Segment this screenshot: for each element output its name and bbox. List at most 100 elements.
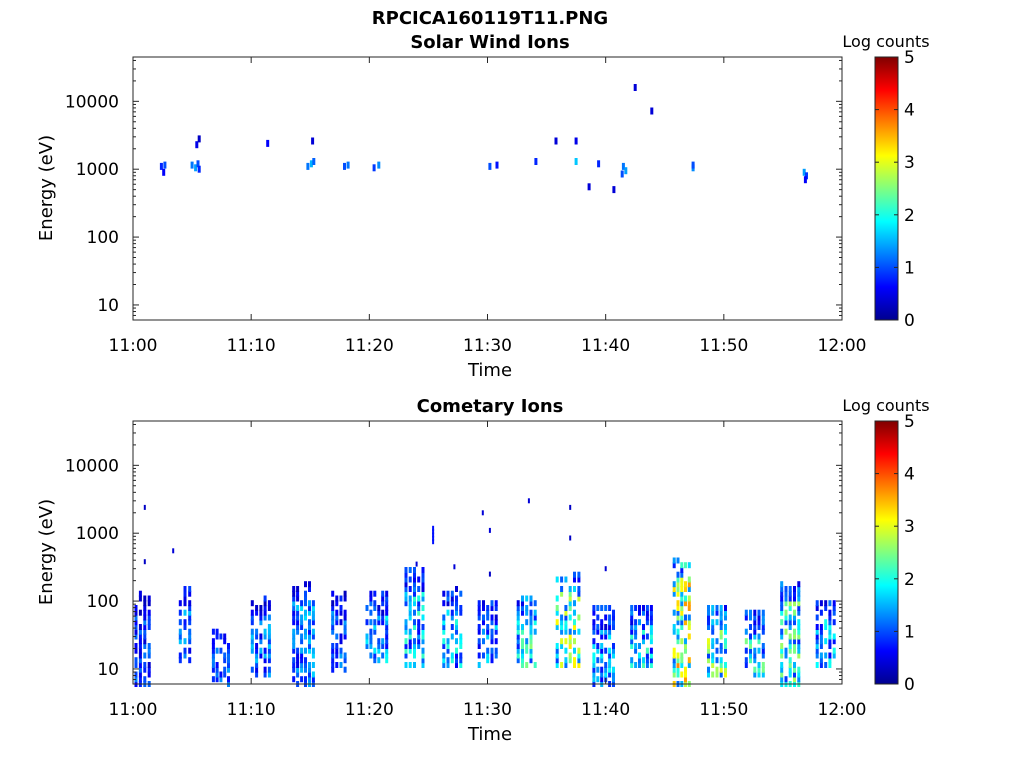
heatmap-cell <box>711 671 715 678</box>
heatmap-cell <box>385 638 389 645</box>
heatmap-cell <box>828 609 832 616</box>
heatmap-cell <box>267 624 271 630</box>
heatmap-cell <box>784 590 788 597</box>
heatmap-cell <box>793 590 796 597</box>
y-tick-label: 100 <box>87 592 119 612</box>
heatmap-cell <box>459 605 463 611</box>
heatmap-cell <box>529 647 533 654</box>
heatmap-cell <box>753 609 757 616</box>
heatmap-cell <box>331 600 335 607</box>
heatmap-cell <box>649 619 653 626</box>
heatmap-cell <box>788 633 792 640</box>
heatmap-cell <box>143 504 146 510</box>
heatmap-cell <box>300 657 304 664</box>
heatmap-cell <box>369 652 373 659</box>
heatmap-cell <box>780 595 784 602</box>
colorbar-tick-label: 2 <box>904 206 915 226</box>
heatmap-cell <box>687 662 691 668</box>
heatmap-cell <box>250 647 254 654</box>
heatmap-cell <box>413 652 416 659</box>
heatmap-cell <box>577 571 581 578</box>
heatmap-cell <box>267 666 271 673</box>
heatmap-cell <box>138 662 142 668</box>
heatmap-cell <box>780 662 784 668</box>
heatmap-cell <box>188 633 192 640</box>
heatmap-cell <box>797 581 801 588</box>
heatmap-cell <box>797 619 801 626</box>
heatmap-cell <box>369 628 373 635</box>
heatmap-cell <box>676 586 680 592</box>
heatmap-cell <box>421 586 425 592</box>
heatmap-cell <box>680 567 684 573</box>
heatmap-cell <box>373 590 377 597</box>
heatmap-cell <box>753 624 757 630</box>
heatmap-cell <box>516 638 520 645</box>
figure-title: RPCICA160119T11.PNG <box>372 8 608 29</box>
heatmap-cell <box>421 595 425 602</box>
heatmap-cell <box>211 647 215 654</box>
heatmap-cell <box>335 647 339 654</box>
heatmap-cell <box>529 609 533 616</box>
heatmap-cell <box>780 671 784 678</box>
heatmap-cell <box>143 633 147 640</box>
heatmap-cell <box>521 595 524 602</box>
heatmap-cell <box>788 657 792 664</box>
heatmap-cell <box>784 652 788 659</box>
heatmap-cell <box>486 652 490 659</box>
heatmap-cell <box>564 628 568 635</box>
heatmap-cell <box>724 666 727 673</box>
heatmap-cell <box>308 643 311 649</box>
heatmap-cell <box>300 614 304 621</box>
heatmap-cell <box>634 624 638 630</box>
heatmap-cell <box>819 624 823 630</box>
heatmap-cell <box>529 595 533 602</box>
heatmap-cell <box>311 628 315 635</box>
heatmap-cell <box>227 657 230 664</box>
heatmap-cell <box>421 662 425 668</box>
heatmap-cell <box>592 619 596 626</box>
heatmap-cell <box>292 600 296 607</box>
x-tick-label: 11:50 <box>699 336 748 356</box>
heatmap-cell <box>634 619 638 626</box>
heatmap-cell <box>684 666 687 673</box>
heatmap-cell <box>250 600 254 607</box>
heatmap-cell <box>711 652 715 659</box>
heatmap-cell <box>183 619 187 626</box>
heatmap-cell <box>753 652 757 659</box>
heatmap-cell <box>494 619 498 626</box>
heatmap-cell <box>687 586 691 592</box>
heatmap-cell <box>195 141 199 149</box>
heatmap-cell <box>516 643 520 649</box>
heatmap-cell <box>744 638 748 645</box>
heatmap-cell <box>612 186 616 194</box>
heatmap-cell <box>442 662 446 668</box>
heatmap-cell <box>555 609 559 616</box>
heatmap-cell <box>263 609 267 616</box>
heatmap-cell <box>645 657 649 664</box>
heatmap-cell <box>188 614 192 621</box>
heatmap-cell <box>516 614 520 621</box>
heatmap-cell <box>828 657 832 664</box>
heatmap-cell <box>223 652 227 659</box>
heatmap-cell <box>413 638 416 645</box>
heatmap-cell <box>687 624 691 630</box>
heatmap-cell <box>596 676 600 683</box>
heatmap-cell <box>600 671 604 678</box>
heatmap-cell <box>516 633 520 640</box>
heatmap-cell <box>533 662 537 668</box>
heatmap-cell <box>311 652 315 659</box>
heatmap-cell <box>143 595 147 602</box>
heatmap-cell <box>339 619 343 626</box>
heatmap-cell <box>819 600 823 607</box>
heatmap-cell <box>404 576 408 583</box>
heatmap-cell <box>138 643 142 649</box>
heatmap-cell <box>780 605 784 611</box>
heatmap-cell <box>707 647 710 654</box>
heatmap-cell <box>343 614 347 621</box>
heatmap-cell <box>564 657 568 664</box>
heatmap-cell <box>211 662 215 668</box>
heatmap-cell <box>267 605 271 611</box>
heatmap-cell <box>385 619 389 626</box>
heatmap-cell <box>761 609 765 616</box>
heatmap-cell <box>446 643 450 649</box>
